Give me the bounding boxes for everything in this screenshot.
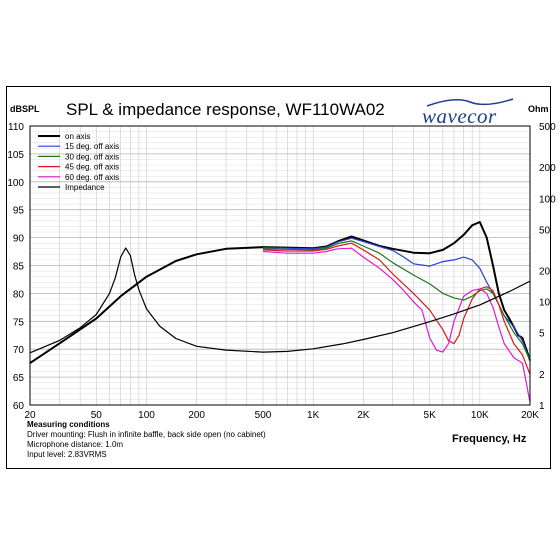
y-tick-label: 110 — [8, 122, 24, 133]
y2-tick-label: 20 — [539, 267, 551, 278]
y-tick-label: 80 — [13, 289, 25, 300]
y2-axis-unit: Ohm — [528, 104, 549, 114]
x-tick-label: 200 — [188, 410, 205, 421]
series-line-60-deg-off-axis — [262, 247, 531, 403]
chart-title: SPL & impedance response, WF110WA02 — [66, 100, 385, 119]
x-tick-label: 100 — [138, 410, 155, 421]
legend-entry: 15 deg. off axis — [65, 142, 119, 151]
y-tick-label: 65 — [13, 373, 25, 384]
y2-tick-label: 50 — [539, 225, 551, 236]
y-tick-label: 60 — [13, 401, 25, 412]
y2-tick-label: 10 — [539, 298, 551, 309]
y-axis-unit: dBSPL — [10, 104, 40, 114]
legend-entry: on axis — [65, 132, 90, 141]
x-tick-label: 10K — [471, 410, 489, 421]
y2-tick-label: 200 — [539, 163, 556, 174]
x-axis-label: Frequency, Hz — [452, 433, 527, 445]
x-tick-label: 2K — [357, 410, 370, 421]
y-tick-label: 90 — [13, 234, 25, 245]
series-line-45-deg-off-axis — [262, 242, 531, 375]
y-tick-label: 105 — [7, 150, 24, 161]
legend-entry: 60 deg. off axis — [65, 173, 119, 182]
x-tick-label: 500 — [255, 410, 272, 421]
legend-entry: 30 deg. off axis — [65, 152, 119, 161]
condition-mounting: Driver mounting: Flush in infinite baffl… — [27, 430, 266, 439]
x-tick-label: 50 — [91, 410, 103, 421]
y2-tick-label: 1 — [539, 401, 545, 412]
y2-tick-label: 2 — [539, 370, 545, 381]
y2-tick-label: 100 — [539, 194, 556, 205]
axis-tick-labels: 20 50 100 200 500 1K 2K 5K 10K 20K 60 65 70 75 80 85 90 9… — [7, 122, 556, 421]
y2-tick-label: 500 — [539, 122, 556, 133]
y-tick-label: 85 — [13, 262, 25, 273]
legend-entry: 45 deg. off axis — [65, 163, 119, 172]
measuring-conditions: Measuring conditions Driver mounting: Fl… — [27, 420, 266, 460]
y-tick-label: 100 — [7, 178, 24, 189]
y-tick-label: 70 — [13, 345, 25, 356]
condition-input-level: Input level: 2.83VRMS — [27, 450, 107, 459]
y-tick-label: 75 — [13, 317, 25, 328]
x-tick-label: 1K — [307, 410, 320, 421]
y-tick-label: 95 — [13, 206, 25, 217]
plot-border — [29, 125, 531, 406]
series-line-on-axis — [29, 221, 531, 364]
series-lines — [29, 221, 531, 403]
logo-swoosh-icon — [426, 98, 514, 107]
y2-tick-label: 5 — [539, 329, 545, 340]
x-tick-label: 20K — [521, 410, 539, 421]
conditions-heading: Measuring conditions — [27, 420, 110, 429]
x-tick-label: 20 — [24, 410, 36, 421]
legend-entry: Impedance — [65, 183, 105, 192]
brand-logo: wavecor — [422, 104, 497, 128]
x-tick-label: 5K — [424, 410, 437, 421]
series-line-impedance — [29, 247, 531, 354]
condition-mic-distance: Microphone distance: 1.0m — [27, 440, 124, 449]
